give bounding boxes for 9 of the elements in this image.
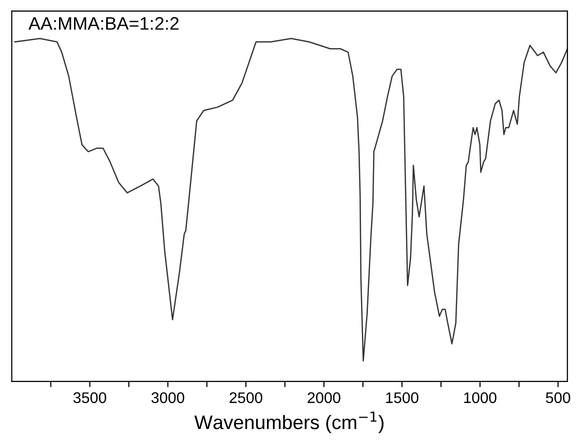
x-tick-label: 3000	[151, 392, 184, 404]
x-tick-label: 1000	[464, 392, 496, 404]
x-tick-label: 2500	[230, 392, 262, 404]
x-tick-label: 2000	[308, 392, 340, 404]
x-tick-label: 3500	[73, 392, 106, 404]
x-tick-label: 1500	[386, 392, 418, 404]
text: AA:MMA:BA=1:2:2	[28, 17, 179, 30]
x-tick-label: 500	[546, 392, 570, 404]
x-axis-title: Wavenumbers (cm$^{−1}$)	[194, 412, 384, 434]
